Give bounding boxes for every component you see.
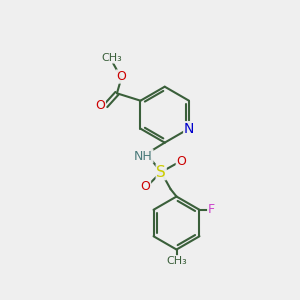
Text: N: N: [184, 122, 194, 136]
Text: CH₃: CH₃: [101, 53, 122, 63]
Text: O: O: [141, 180, 151, 193]
Text: O: O: [116, 70, 126, 83]
Text: CH₃: CH₃: [166, 256, 187, 266]
Text: O: O: [95, 99, 105, 112]
Text: F: F: [208, 203, 215, 216]
Text: O: O: [176, 155, 186, 168]
Text: S: S: [156, 165, 166, 180]
Text: NH: NH: [134, 150, 153, 163]
